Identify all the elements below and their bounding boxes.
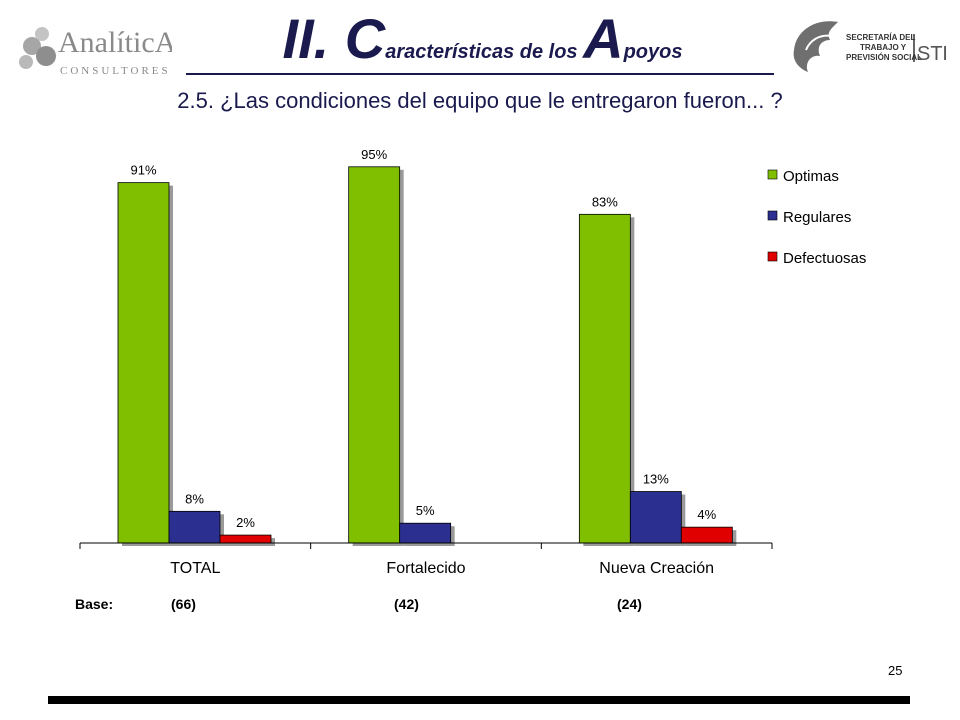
bar-optimas-2 — [348, 166, 401, 544]
bar-optimas-3 — [578, 213, 631, 544]
legend-entry: Defectuosas — [783, 250, 866, 267]
bar-defectuosas-3 — [680, 526, 733, 544]
legend-entry: Regulares — [783, 209, 851, 226]
footer-rule — [48, 696, 910, 704]
data-label: 2% — [236, 515, 255, 530]
data-label: 83% — [592, 194, 618, 209]
category-label: Fortalecido — [386, 560, 465, 577]
data-label: 91% — [130, 163, 156, 178]
category-label: Nueva Creación — [599, 560, 714, 577]
eagle-emblem-icon — [793, 21, 838, 72]
bar-regulares-2 — [399, 522, 452, 544]
title-part-1: II. C — [282, 7, 386, 70]
logo-dot — [36, 46, 56, 66]
stps-logo: SECRETARÍA DEL TRABAJO Y PREVISIÓN SOCIA… — [793, 21, 946, 72]
logo-name: AnalíticA — [58, 26, 172, 59]
data-label: 13% — [643, 472, 669, 487]
bar-regulares-1 — [168, 510, 221, 544]
legend-swatch — [767, 169, 778, 180]
data-label: 8% — [185, 491, 204, 506]
category-label: TOTAL — [170, 560, 220, 577]
chart-question: 2.5. ¿Las condiciones del equipo que le … — [177, 88, 783, 113]
legend-entry: Optimas — [783, 168, 839, 185]
legend-swatch — [767, 210, 778, 221]
data-label: 95% — [361, 147, 387, 162]
title-part-2: aracterísticas de los — [385, 41, 584, 63]
stps-mark: STPS — [917, 43, 946, 65]
stps-line-3: PREVISIÓN SOCIAL — [846, 53, 922, 62]
title-part-4: poyos — [623, 41, 683, 63]
stps-line-1: SECRETARÍA DEL — [846, 33, 915, 42]
data-label: 5% — [416, 503, 435, 518]
stps-line-2: TRABAJO Y — [860, 43, 907, 52]
base-label: Base: — [75, 596, 114, 612]
title-underline — [186, 73, 774, 75]
title-part-3: A — [583, 7, 624, 70]
bar-regulares-3 — [629, 491, 682, 544]
logo-tagline: CONSULTORES — [60, 65, 171, 77]
base-value-fortalecido: (42) — [394, 596, 419, 612]
logo-dot — [23, 37, 41, 55]
bar-optimas-1 — [117, 182, 170, 544]
legend-swatch — [767, 251, 778, 262]
base-value-total: (66) — [171, 596, 196, 612]
base-value-nueva-creacion: (24) — [617, 596, 642, 612]
analitica-logo: AnalíticA CONSULTORES — [19, 26, 172, 77]
logo-dot — [19, 55, 33, 69]
page-title: II. Características de los Apoyos — [190, 6, 775, 72]
bar-defectuosas-1 — [219, 534, 272, 544]
data-label: 4% — [697, 507, 716, 522]
page-number: 25 — [888, 663, 903, 678]
logo-dot — [35, 27, 49, 41]
